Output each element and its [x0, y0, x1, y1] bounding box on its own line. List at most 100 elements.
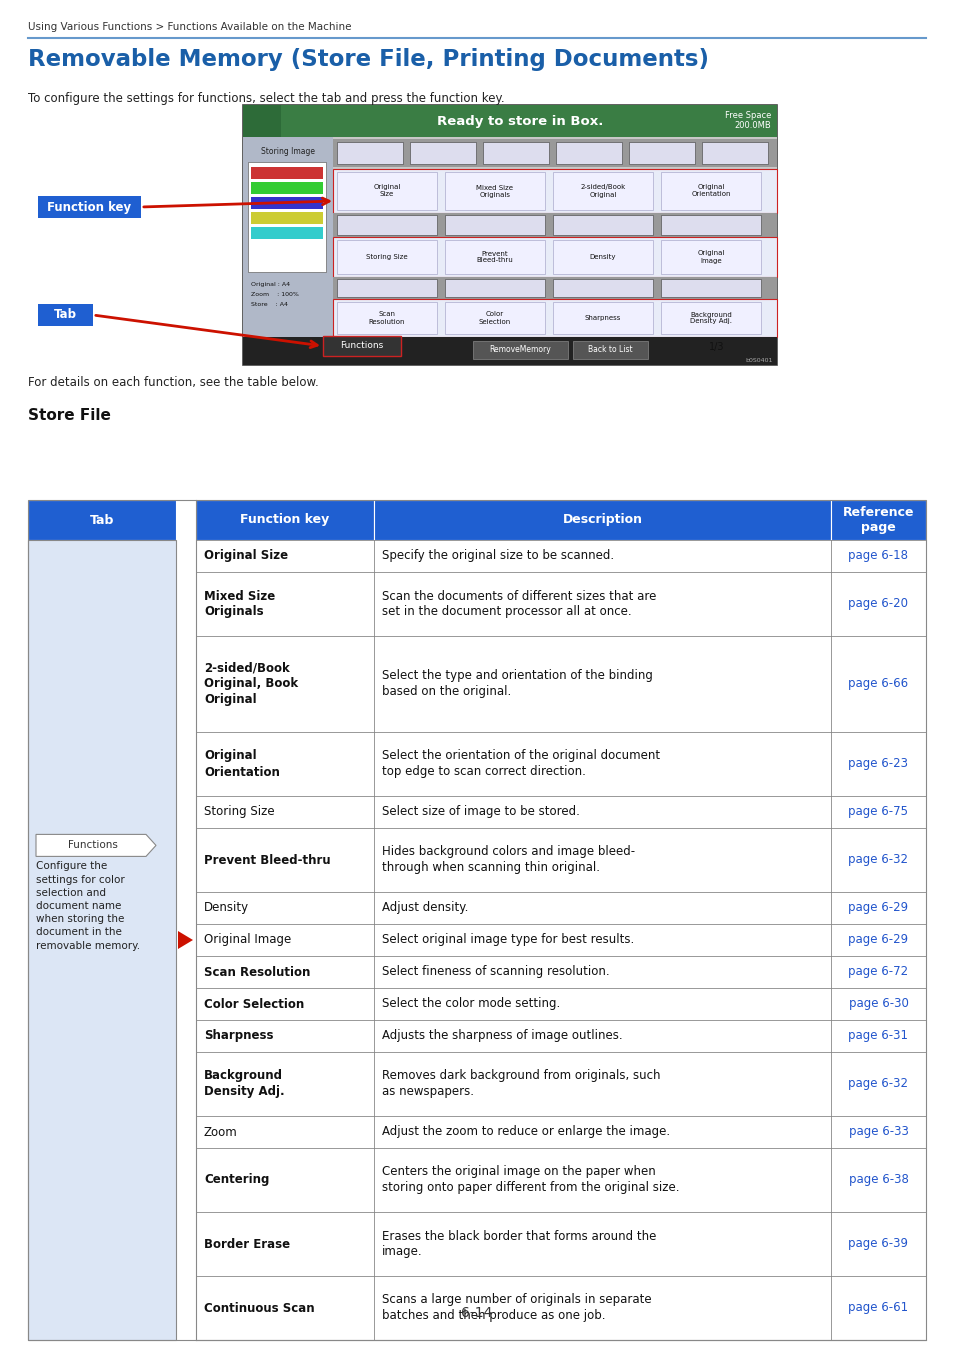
FancyBboxPatch shape — [251, 182, 323, 194]
Text: page 6-20: page 6-20 — [847, 598, 907, 610]
FancyBboxPatch shape — [336, 215, 436, 235]
Text: Background
Density Adj.: Background Density Adj. — [689, 312, 731, 324]
Text: Reference
page: Reference page — [841, 505, 913, 535]
Text: Function key: Function key — [48, 201, 132, 213]
FancyBboxPatch shape — [333, 277, 776, 298]
FancyBboxPatch shape — [473, 342, 567, 359]
Text: Scans a large number of originals in separate
batches and then produce as one jo: Scans a large number of originals in sep… — [381, 1293, 651, 1323]
Text: To configure the settings for functions, select the tab and press the function k: To configure the settings for functions,… — [28, 92, 504, 105]
Text: page 6-18: page 6-18 — [847, 549, 907, 563]
FancyBboxPatch shape — [251, 197, 323, 209]
Text: Original Size: Original Size — [204, 549, 288, 563]
FancyBboxPatch shape — [410, 142, 476, 163]
Text: Centers the original image on the paper when
storing onto paper different from t: Centers the original image on the paper … — [381, 1165, 679, 1195]
Text: page 6-32: page 6-32 — [847, 853, 907, 867]
FancyBboxPatch shape — [243, 136, 333, 338]
Text: Free Space
200.0MB: Free Space 200.0MB — [724, 111, 770, 131]
Text: Hides background colors and image bleed-
through when scanning thin original.: Hides background colors and image bleed-… — [381, 845, 635, 875]
Text: 1/3: 1/3 — [708, 342, 724, 352]
Text: Functions: Functions — [340, 342, 383, 351]
FancyBboxPatch shape — [333, 238, 776, 277]
FancyBboxPatch shape — [243, 105, 776, 136]
Text: Tab: Tab — [90, 513, 114, 526]
Text: Back to List: Back to List — [587, 346, 632, 355]
Text: Scan
Resolution: Scan Resolution — [369, 312, 405, 324]
Text: Select fineness of scanning resolution.: Select fineness of scanning resolution. — [381, 965, 609, 979]
FancyBboxPatch shape — [553, 302, 652, 333]
Text: Using Various Functions > Functions Available on the Machine: Using Various Functions > Functions Avai… — [28, 22, 351, 32]
FancyBboxPatch shape — [336, 302, 436, 333]
Text: Store File: Store File — [28, 408, 111, 423]
FancyBboxPatch shape — [251, 212, 323, 224]
Text: Border Erase: Border Erase — [204, 1238, 290, 1250]
Text: Zoom: Zoom — [204, 1126, 237, 1138]
FancyBboxPatch shape — [243, 105, 776, 364]
Text: Select the type and orientation of the binding
based on the original.: Select the type and orientation of the b… — [381, 670, 652, 698]
FancyBboxPatch shape — [553, 215, 652, 235]
FancyBboxPatch shape — [336, 171, 436, 211]
FancyBboxPatch shape — [195, 500, 374, 540]
Text: Adjust the zoom to reduce or enlarge the image.: Adjust the zoom to reduce or enlarge the… — [381, 1126, 669, 1138]
FancyBboxPatch shape — [38, 196, 141, 217]
Text: For details on each function, see the table below.: For details on each function, see the ta… — [28, 377, 318, 389]
Text: Density: Density — [204, 902, 249, 914]
Text: page 6-66: page 6-66 — [847, 678, 907, 690]
Text: Configure the
settings for color
selection and
document name
when storing the
do: Configure the settings for color selecti… — [36, 861, 140, 950]
FancyBboxPatch shape — [248, 162, 326, 271]
Text: Color
Selection: Color Selection — [478, 312, 511, 324]
Text: Store    : A4: Store : A4 — [251, 302, 288, 306]
Text: Functions: Functions — [68, 841, 118, 850]
FancyBboxPatch shape — [553, 171, 652, 211]
FancyBboxPatch shape — [243, 338, 776, 364]
FancyBboxPatch shape — [628, 142, 695, 163]
Text: Function key: Function key — [240, 513, 330, 526]
Text: Original Image: Original Image — [204, 933, 291, 946]
FancyBboxPatch shape — [251, 167, 323, 180]
Text: page 6-31: page 6-31 — [847, 1030, 907, 1042]
Text: page 6-29: page 6-29 — [847, 902, 907, 914]
Text: Specify the original size to be scanned.: Specify the original size to be scanned. — [381, 549, 614, 563]
FancyBboxPatch shape — [444, 215, 544, 235]
Text: Original
Image: Original Image — [697, 251, 724, 263]
FancyBboxPatch shape — [251, 227, 323, 239]
Text: page 6-38: page 6-38 — [847, 1173, 907, 1187]
Text: b0S0401: b0S0401 — [745, 358, 772, 363]
Text: Select the orientation of the original document
top edge to scan correct directi: Select the orientation of the original d… — [381, 749, 659, 779]
Text: page 6-23: page 6-23 — [847, 757, 907, 771]
FancyBboxPatch shape — [243, 105, 281, 136]
Text: page 6-72: page 6-72 — [847, 965, 907, 979]
FancyBboxPatch shape — [28, 540, 175, 1341]
FancyBboxPatch shape — [553, 279, 652, 297]
Text: page 6-61: page 6-61 — [847, 1301, 907, 1315]
FancyBboxPatch shape — [830, 500, 925, 540]
FancyBboxPatch shape — [333, 169, 776, 213]
FancyBboxPatch shape — [444, 240, 544, 274]
Text: Original
Orientation: Original Orientation — [204, 749, 279, 779]
Text: Select the color mode setting.: Select the color mode setting. — [381, 998, 559, 1011]
Text: Density: Density — [589, 254, 616, 261]
FancyBboxPatch shape — [336, 279, 436, 297]
Text: page 6-75: page 6-75 — [847, 806, 907, 818]
Text: Prevent Bleed-thru: Prevent Bleed-thru — [204, 853, 331, 867]
Text: Storing Image: Storing Image — [261, 147, 314, 157]
FancyBboxPatch shape — [556, 142, 621, 163]
Text: Background
Density Adj.: Background Density Adj. — [204, 1069, 284, 1099]
FancyBboxPatch shape — [374, 500, 830, 540]
Text: page 6-29: page 6-29 — [847, 933, 907, 946]
Text: Continuous Scan: Continuous Scan — [204, 1301, 314, 1315]
Text: Mixed Size
Originals: Mixed Size Originals — [476, 185, 513, 197]
FancyBboxPatch shape — [660, 215, 760, 235]
Text: Sharpness: Sharpness — [584, 315, 620, 321]
FancyBboxPatch shape — [444, 171, 544, 211]
Text: Mixed Size
Originals: Mixed Size Originals — [204, 590, 275, 618]
Text: page 6-39: page 6-39 — [847, 1238, 907, 1250]
Text: Ready to store in Box.: Ready to store in Box. — [436, 115, 602, 127]
FancyBboxPatch shape — [660, 302, 760, 333]
Text: Adjust density.: Adjust density. — [381, 902, 468, 914]
Text: 2-sided/Book
Original, Book
Original: 2-sided/Book Original, Book Original — [204, 662, 297, 706]
Text: Original
Size: Original Size — [373, 185, 400, 197]
Text: Storing Size: Storing Size — [366, 254, 407, 261]
Text: 2-sided/Book
Original: 2-sided/Book Original — [579, 185, 625, 197]
FancyBboxPatch shape — [660, 279, 760, 297]
FancyBboxPatch shape — [38, 304, 92, 325]
